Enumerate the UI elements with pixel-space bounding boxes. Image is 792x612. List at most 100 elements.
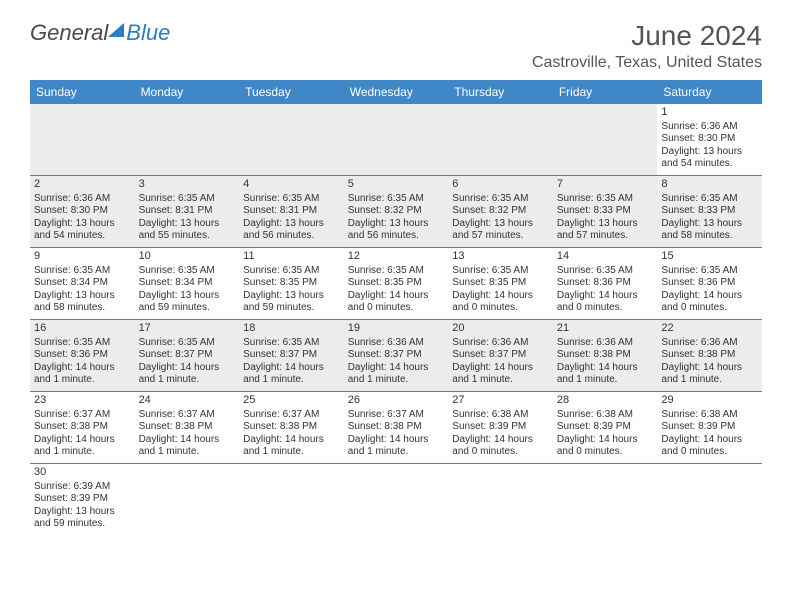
sunset-text: Sunset: 8:39 PM xyxy=(34,493,131,506)
day-number: 3 xyxy=(139,178,236,192)
daylight-text: Daylight: 14 hours and 1 minute. xyxy=(661,362,758,387)
sunrise-text: Sunrise: 6:35 AM xyxy=(348,193,445,206)
daylight-text: Daylight: 13 hours and 59 minutes. xyxy=(34,506,131,531)
calendar-cell: 25Sunrise: 6:37 AMSunset: 8:38 PMDayligh… xyxy=(239,392,344,464)
day-number: 9 xyxy=(34,250,131,264)
sunset-text: Sunset: 8:39 PM xyxy=(452,421,549,434)
daylight-text: Daylight: 14 hours and 1 minute. xyxy=(34,362,131,387)
calendar-cell: 9Sunrise: 6:35 AMSunset: 8:34 PMDaylight… xyxy=(30,248,135,320)
sunset-text: Sunset: 8:38 PM xyxy=(557,349,654,362)
day-number: 22 xyxy=(661,322,758,336)
daylight-text: Daylight: 14 hours and 0 minutes. xyxy=(452,290,549,315)
sunset-text: Sunset: 8:31 PM xyxy=(139,205,236,218)
calendar-cell xyxy=(135,464,240,536)
day-number: 23 xyxy=(34,394,131,408)
sunrise-text: Sunrise: 6:38 AM xyxy=(452,409,549,422)
calendar-cell: 8Sunrise: 6:35 AMSunset: 8:33 PMDaylight… xyxy=(657,176,762,248)
sunset-text: Sunset: 8:33 PM xyxy=(557,205,654,218)
day-number: 4 xyxy=(243,178,340,192)
day-number: 29 xyxy=(661,394,758,408)
calendar-cell xyxy=(135,104,240,176)
day-header: Monday xyxy=(135,80,240,104)
daylight-text: Daylight: 13 hours and 58 minutes. xyxy=(34,290,131,315)
sunrise-text: Sunrise: 6:35 AM xyxy=(452,265,549,278)
calendar-cell: 26Sunrise: 6:37 AMSunset: 8:38 PMDayligh… xyxy=(344,392,449,464)
sunset-text: Sunset: 8:34 PM xyxy=(139,277,236,290)
sunset-text: Sunset: 8:36 PM xyxy=(661,277,758,290)
sunrise-text: Sunrise: 6:35 AM xyxy=(243,265,340,278)
header: General Blue June 2024 Castroville, Texa… xyxy=(30,20,762,72)
sunrise-text: Sunrise: 6:35 AM xyxy=(139,265,236,278)
sunset-text: Sunset: 8:35 PM xyxy=(452,277,549,290)
day-number: 28 xyxy=(557,394,654,408)
day-number: 25 xyxy=(243,394,340,408)
sunset-text: Sunset: 8:32 PM xyxy=(348,205,445,218)
day-header: Friday xyxy=(553,80,658,104)
sunrise-text: Sunrise: 6:38 AM xyxy=(661,409,758,422)
sunset-text: Sunset: 8:38 PM xyxy=(139,421,236,434)
calendar-cell: 1Sunrise: 6:36 AMSunset: 8:30 PMDaylight… xyxy=(657,104,762,176)
day-number: 17 xyxy=(139,322,236,336)
sunset-text: Sunset: 8:37 PM xyxy=(452,349,549,362)
sunset-text: Sunset: 8:35 PM xyxy=(348,277,445,290)
day-header: Tuesday xyxy=(239,80,344,104)
sunset-text: Sunset: 8:34 PM xyxy=(34,277,131,290)
calendar-cell: 16Sunrise: 6:35 AMSunset: 8:36 PMDayligh… xyxy=(30,320,135,392)
sunset-text: Sunset: 8:37 PM xyxy=(139,349,236,362)
day-number: 11 xyxy=(243,250,340,264)
daylight-text: Daylight: 14 hours and 0 minutes. xyxy=(557,290,654,315)
calendar-cell: 15Sunrise: 6:35 AMSunset: 8:36 PMDayligh… xyxy=(657,248,762,320)
sunrise-text: Sunrise: 6:36 AM xyxy=(452,337,549,350)
calendar-cell: 12Sunrise: 6:35 AMSunset: 8:35 PMDayligh… xyxy=(344,248,449,320)
daylight-text: Daylight: 13 hours and 54 minutes. xyxy=(661,146,758,171)
sunrise-text: Sunrise: 6:37 AM xyxy=(243,409,340,422)
day-number: 6 xyxy=(452,178,549,192)
calendar-cell: 17Sunrise: 6:35 AMSunset: 8:37 PMDayligh… xyxy=(135,320,240,392)
calendar-cell xyxy=(448,464,553,536)
daylight-text: Daylight: 14 hours and 1 minute. xyxy=(452,362,549,387)
daylight-text: Daylight: 14 hours and 1 minute. xyxy=(557,362,654,387)
sunrise-text: Sunrise: 6:35 AM xyxy=(661,193,758,206)
sunset-text: Sunset: 8:37 PM xyxy=(243,349,340,362)
calendar-cell: 28Sunrise: 6:38 AMSunset: 8:39 PMDayligh… xyxy=(553,392,658,464)
calendar-header-row: Sunday Monday Tuesday Wednesday Thursday… xyxy=(30,80,762,104)
daylight-text: Daylight: 14 hours and 1 minute. xyxy=(243,434,340,459)
daylight-text: Daylight: 14 hours and 0 minutes. xyxy=(661,434,758,459)
calendar-cell xyxy=(657,464,762,536)
day-number: 18 xyxy=(243,322,340,336)
calendar-cell: 23Sunrise: 6:37 AMSunset: 8:38 PMDayligh… xyxy=(30,392,135,464)
day-number: 19 xyxy=(348,322,445,336)
calendar-cell: 14Sunrise: 6:35 AMSunset: 8:36 PMDayligh… xyxy=(553,248,658,320)
daylight-text: Daylight: 13 hours and 56 minutes. xyxy=(348,218,445,243)
daylight-text: Daylight: 14 hours and 0 minutes. xyxy=(557,434,654,459)
page-title: June 2024 xyxy=(532,20,762,52)
sunrise-text: Sunrise: 6:37 AM xyxy=(34,409,131,422)
calendar-cell xyxy=(344,464,449,536)
daylight-text: Daylight: 14 hours and 1 minute. xyxy=(139,434,236,459)
day-number: 21 xyxy=(557,322,654,336)
calendar-cell: 27Sunrise: 6:38 AMSunset: 8:39 PMDayligh… xyxy=(448,392,553,464)
calendar-cell: 4Sunrise: 6:35 AMSunset: 8:31 PMDaylight… xyxy=(239,176,344,248)
sunrise-text: Sunrise: 6:35 AM xyxy=(661,265,758,278)
sunset-text: Sunset: 8:39 PM xyxy=(557,421,654,434)
sunrise-text: Sunrise: 6:37 AM xyxy=(139,409,236,422)
sunset-text: Sunset: 8:39 PM xyxy=(661,421,758,434)
sunrise-text: Sunrise: 6:35 AM xyxy=(139,193,236,206)
calendar-cell: 6Sunrise: 6:35 AMSunset: 8:32 PMDaylight… xyxy=(448,176,553,248)
sunset-text: Sunset: 8:31 PM xyxy=(243,205,340,218)
sunset-text: Sunset: 8:38 PM xyxy=(348,421,445,434)
logo: General Blue xyxy=(30,20,170,46)
sunrise-text: Sunrise: 6:35 AM xyxy=(348,265,445,278)
calendar-cell: 2Sunrise: 6:36 AMSunset: 8:30 PMDaylight… xyxy=(30,176,135,248)
daylight-text: Daylight: 13 hours and 58 minutes. xyxy=(661,218,758,243)
sunset-text: Sunset: 8:36 PM xyxy=(34,349,131,362)
title-block: June 2024 Castroville, Texas, United Sta… xyxy=(532,20,762,72)
calendar-cell xyxy=(448,104,553,176)
sunrise-text: Sunrise: 6:35 AM xyxy=(452,193,549,206)
calendar-cell: 10Sunrise: 6:35 AMSunset: 8:34 PMDayligh… xyxy=(135,248,240,320)
daylight-text: Daylight: 13 hours and 56 minutes. xyxy=(243,218,340,243)
daylight-text: Daylight: 14 hours and 0 minutes. xyxy=(348,290,445,315)
day-header: Sunday xyxy=(30,80,135,104)
daylight-text: Daylight: 13 hours and 57 minutes. xyxy=(557,218,654,243)
calendar-cell xyxy=(553,464,658,536)
